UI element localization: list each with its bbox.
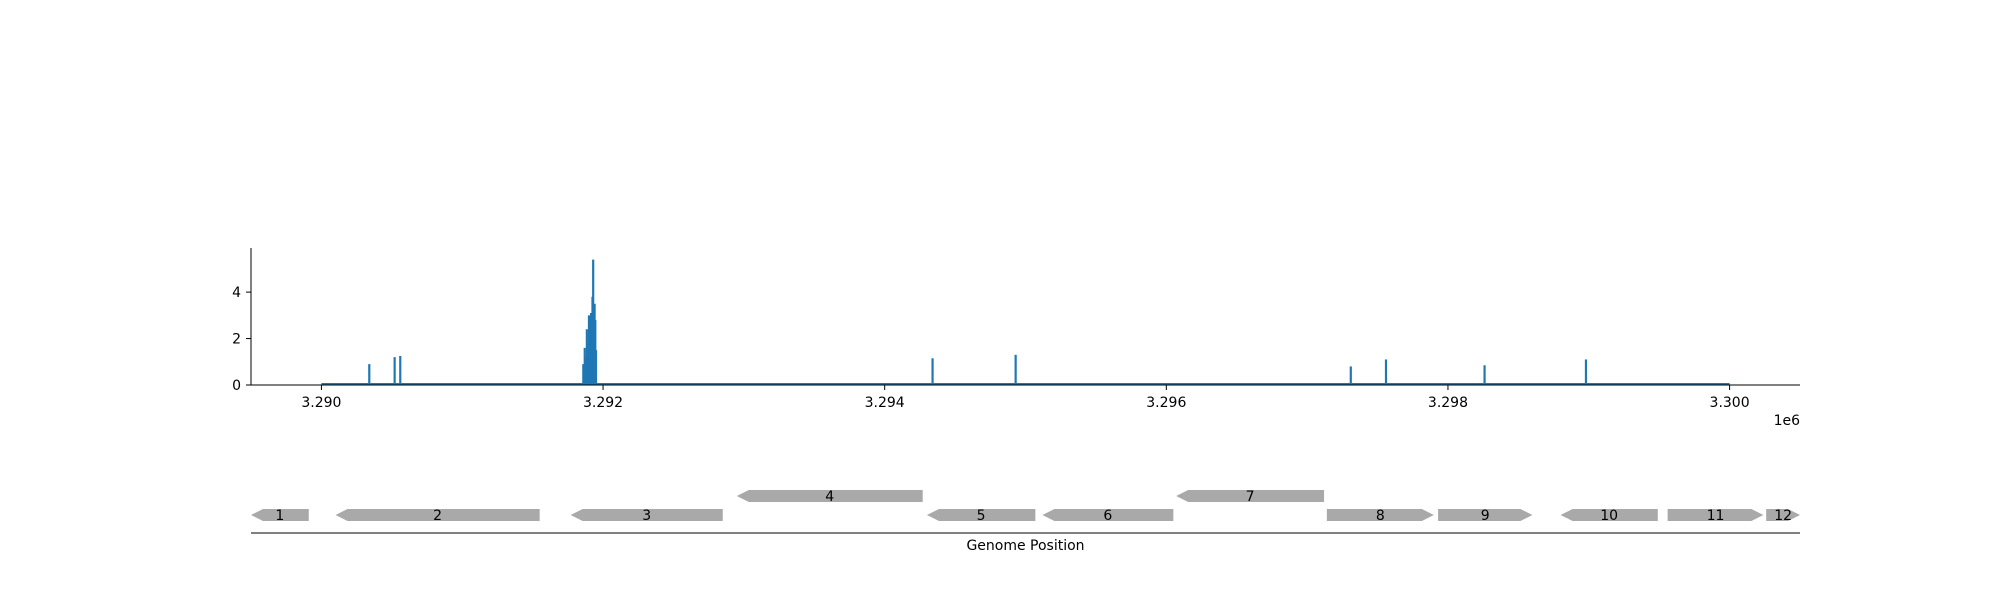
gene-label: 12: [1774, 508, 1792, 524]
gene-arrow: [335, 509, 540, 521]
gene-arrow: [1766, 509, 1800, 521]
x-tick-label: 3.300: [1710, 395, 1750, 411]
gene-arrow: [736, 490, 923, 502]
gene-label: 2: [433, 508, 442, 524]
x-ticks: 3.290 3.292 3.294 3.296 3.298 3.300: [301, 385, 1750, 411]
signal-bars: [368, 259, 1588, 385]
gene-label: 7: [1246, 489, 1255, 505]
gene-arrow: [1667, 509, 1764, 521]
gene-arrow: [1438, 509, 1533, 521]
signal-panel: 3.290 3.292 3.294 3.296 3.298 3.300 0 2 4 1e6: [232, 248, 1800, 429]
gene-label: 4: [825, 489, 834, 505]
x-tick-label: 3.292: [583, 395, 623, 411]
gene-label: 9: [1481, 508, 1490, 524]
gene-label: 6: [1103, 508, 1112, 524]
gene-label: 5: [977, 508, 986, 524]
gene-arrow: [926, 509, 1036, 521]
gene-arrow: [1560, 509, 1658, 521]
gene-arrows: 1 2 345 678 9 10 11 12: [251, 489, 1800, 524]
gene-label: 1: [275, 508, 284, 524]
gene-arrow: [251, 509, 309, 521]
gene-label: 8: [1376, 508, 1385, 524]
gene-arrow: [1326, 509, 1434, 521]
x-tick-label: 3.298: [1428, 395, 1468, 411]
x-tick-label: 3.296: [1146, 395, 1186, 411]
gene-label: 3: [642, 508, 651, 524]
y-tick-label: 4: [232, 285, 241, 301]
x-tick-label: 3.290: [301, 395, 341, 411]
gene-label: 11: [1707, 508, 1725, 524]
gene-arrow: [570, 509, 723, 521]
y-ticks: 0 2 4: [232, 285, 251, 394]
x-offset-label: 1e6: [1774, 413, 1801, 429]
gene-label: 10: [1600, 508, 1618, 524]
genome-position-label: Genome Position: [966, 538, 1084, 554]
gene-panel: 1 2 345 678 9 10 11 12 Genome Position: [251, 489, 1800, 554]
gene-arrow: [1176, 490, 1325, 502]
y-tick-label: 0: [232, 378, 241, 394]
y-tick-label: 2: [232, 332, 241, 348]
x-tick-label: 3.294: [865, 395, 905, 411]
gene-arrow: [1042, 509, 1174, 521]
